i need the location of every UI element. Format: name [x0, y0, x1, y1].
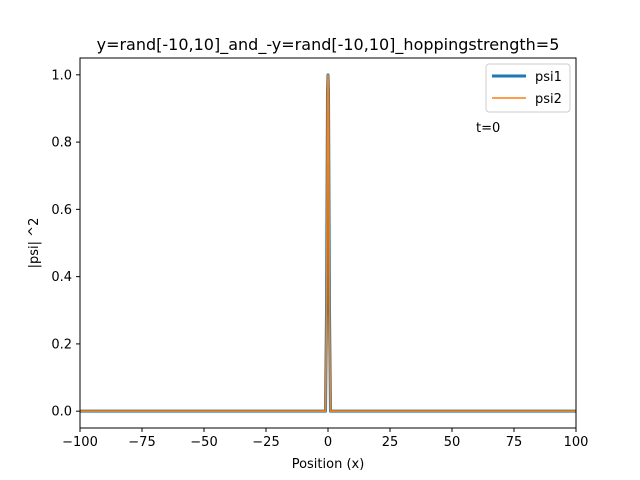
- y-tick-label: 0.8: [51, 136, 72, 151]
- chart-title: y=rand[-10,10]_and_-y=rand[-10,10]_hoppi…: [97, 35, 560, 55]
- y-tick-label: 0.2: [51, 337, 72, 352]
- x-tick-label: 0: [324, 435, 332, 450]
- x-tick-label: 75: [506, 435, 523, 450]
- y-axis-ticks: 0.0 0.2 0.4 0.6 0.8 1.0: [51, 68, 80, 420]
- series-layer: [80, 73, 576, 413]
- x-tick-label: −75: [128, 435, 155, 450]
- plot-area: [79, 57, 577, 429]
- x-tick-label: −25: [252, 435, 279, 450]
- x-tick-label: 100: [564, 435, 589, 450]
- x-axis-label: Position (x): [292, 457, 365, 472]
- series-line-psi2: [80, 74, 576, 412]
- y-axis-label: |psi| ^2: [27, 218, 42, 269]
- y-tick-label: 1.0: [51, 68, 72, 83]
- x-axis-ticks: −100 −75 −50 −25 0 25 50 75 100: [62, 428, 588, 450]
- legend: psi1 psi2: [485, 63, 571, 113]
- y-tick-label: 0.6: [51, 203, 72, 218]
- x-tick-label: −100: [62, 435, 98, 450]
- x-tick-label: −50: [190, 435, 217, 450]
- legend-label-psi2: psi2: [535, 92, 562, 107]
- time-annotation: t=0: [476, 121, 500, 136]
- y-tick-label: 0.0: [51, 405, 72, 420]
- x-tick-label: 25: [382, 435, 399, 450]
- legend-label-psi1: psi1: [535, 70, 562, 85]
- y-tick-label: 0.4: [51, 270, 72, 285]
- x-tick-label: 50: [444, 435, 461, 450]
